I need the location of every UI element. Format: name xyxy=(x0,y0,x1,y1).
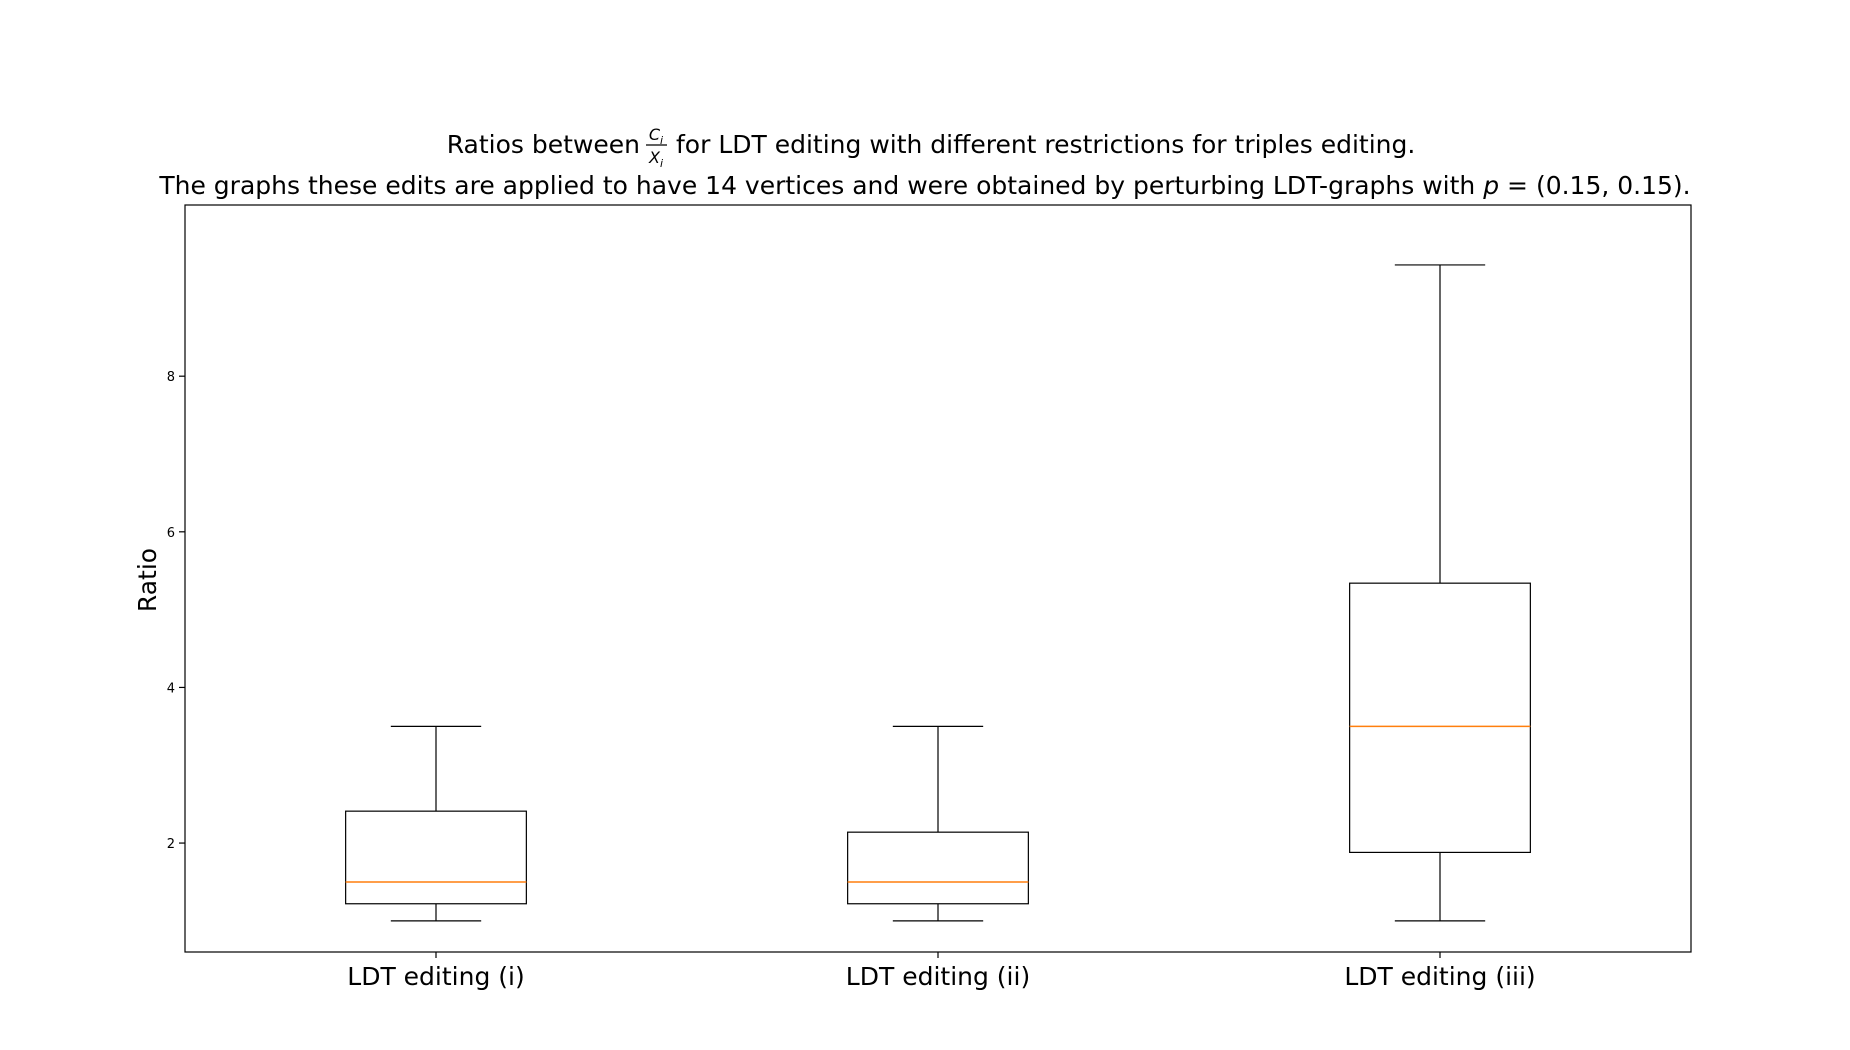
y-tick-label: 8 xyxy=(167,370,175,385)
x-category-label: LDT editing (iii) xyxy=(1344,962,1535,991)
box-3 xyxy=(1349,264,1531,922)
x-category-label: LDT editing (i) xyxy=(347,962,524,991)
interquartile-box xyxy=(1349,582,1531,854)
box-series xyxy=(345,264,1531,922)
interquartile-box xyxy=(345,810,527,905)
y-axis-label: Ratio xyxy=(133,548,162,612)
x-category-label: LDT editing (ii) xyxy=(846,962,1030,991)
chart-title-line1-suffix: for LDT editing with different restricti… xyxy=(676,130,1415,159)
chart-title-line1-prefix: Ratios between xyxy=(447,130,640,159)
y-tick-label: 2 xyxy=(167,837,175,852)
title-fraction-denominator: Xi xyxy=(648,148,663,170)
y-tick-label: 6 xyxy=(167,526,175,541)
chart-title-line2: The graphs these edits are applied to ha… xyxy=(158,171,1690,200)
interquartile-box xyxy=(847,831,1029,905)
box-1 xyxy=(345,725,527,922)
y-tick-label: 4 xyxy=(167,681,175,696)
y-axis-ticks: 2 4 6 8 xyxy=(167,370,185,852)
plot-area-frame xyxy=(184,204,1692,953)
box-2 xyxy=(847,725,1029,922)
x-axis-category-labels: LDT editing (i) LDT editing (ii) LDT editi… xyxy=(347,952,1536,991)
title-fraction-numerator: Ci xyxy=(649,125,663,147)
